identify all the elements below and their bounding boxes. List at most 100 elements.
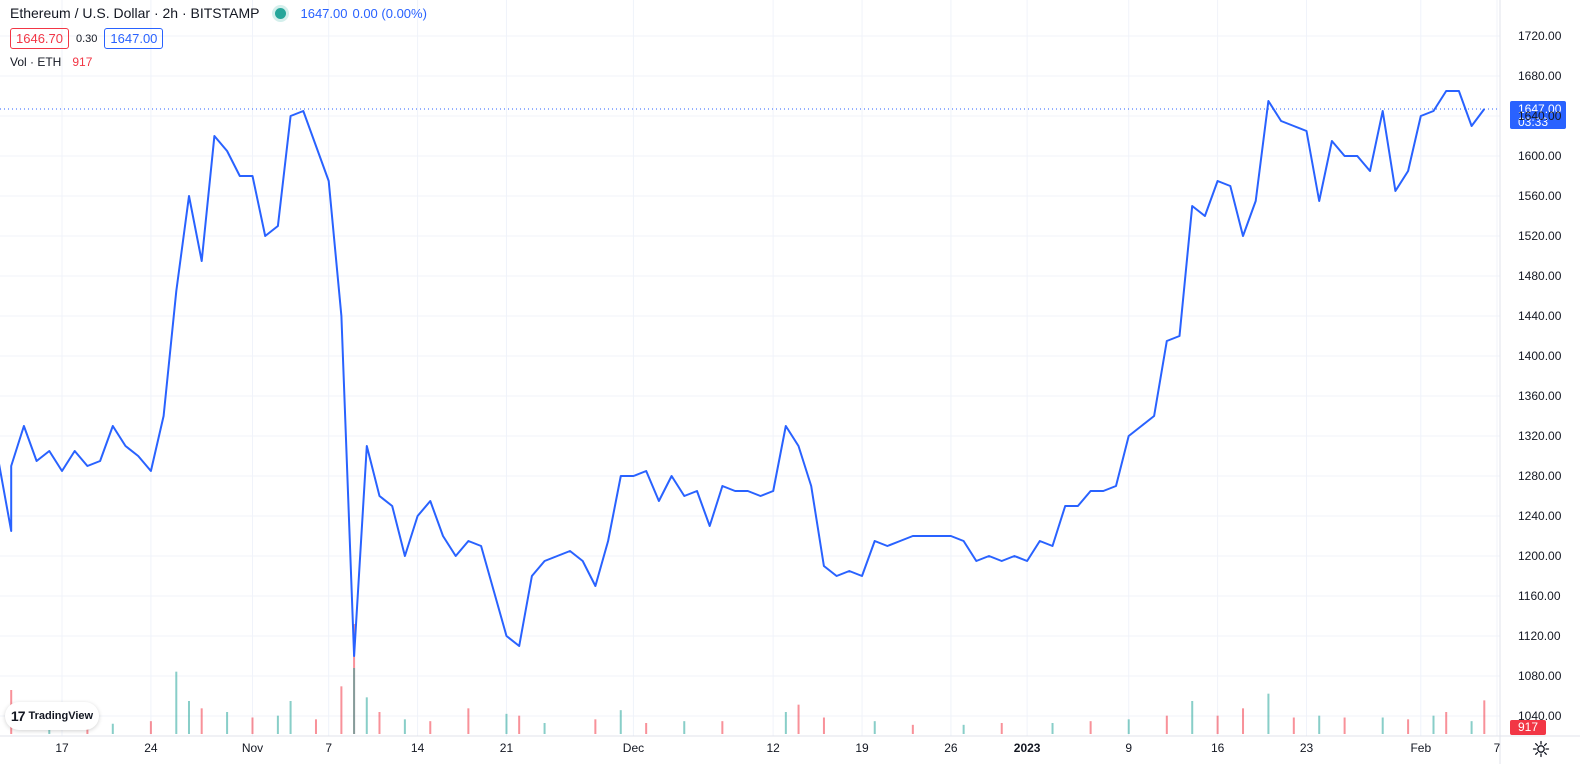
y-tick-label: 1360.00: [1518, 389, 1562, 403]
buy-price-button[interactable]: 1647.00: [104, 28, 164, 49]
volume-bar: [645, 723, 648, 734]
volume-bar: [518, 715, 521, 734]
x-tick-label: 24: [144, 741, 158, 755]
symbol-title[interactable]: Ethereum / U.S. Dollar · 2h · BITSTAMP: [10, 5, 260, 21]
volume-label[interactable]: Vol · ETH: [10, 55, 62, 69]
volume-bar: [873, 721, 876, 734]
volume-bar: [1242, 708, 1245, 734]
x-tick-label: 16: [1211, 741, 1225, 755]
last-price: 1647.00: [300, 5, 348, 21]
gear-icon[interactable]: [1531, 739, 1551, 759]
volume-bar: [1470, 721, 1473, 734]
y-tick-label: 1200.00: [1518, 549, 1562, 563]
volume-bar: [1267, 693, 1270, 734]
x-tick-label: Nov: [242, 741, 263, 755]
x-tick-label: 7: [325, 741, 332, 755]
volume-bar: [962, 724, 965, 734]
volume-bars: [10, 624, 1486, 734]
volume-bar: [721, 721, 724, 734]
x-tick-label: Dec: [623, 741, 644, 755]
volume-bar: [1318, 715, 1321, 734]
y-tick-label: 1400.00: [1518, 349, 1562, 363]
volume-bar: [467, 708, 470, 734]
volume-bar: [797, 704, 800, 734]
x-tick-label: 9: [1125, 741, 1132, 755]
y-tick-label: 1720.00: [1518, 29, 1562, 43]
legend-quote-row: 1646.70 0.30 1647.00: [10, 28, 164, 49]
volume-bar: [314, 719, 317, 734]
y-tick-label: 1520.00: [1518, 229, 1562, 243]
volume-bar: [378, 712, 381, 734]
volume-bar: [365, 697, 368, 734]
legend-volume-row: Vol · ETH 917: [10, 55, 92, 69]
volume-bar: [1445, 712, 1448, 734]
sell-price-button[interactable]: 1646.70: [10, 28, 69, 49]
x-tick-label: 19: [855, 741, 869, 755]
volume-tag: [1510, 720, 1546, 735]
x-tick-label: 12: [766, 741, 780, 755]
market-status-icon[interactable]: [275, 7, 287, 19]
countdown-label: 03:33: [1518, 115, 1548, 129]
volume-bar: [784, 712, 787, 734]
price-series: [0, 90, 1486, 657]
x-tick-label: 26: [944, 741, 958, 755]
x-tick-label: 21: [500, 741, 514, 755]
y-tick-label: 1680.00: [1518, 69, 1562, 83]
y-tick-label: 1560.00: [1518, 189, 1562, 203]
x-tick-label: 23: [1300, 741, 1314, 755]
volume-bar: [683, 721, 686, 734]
y-tick-label: 1320.00: [1518, 429, 1562, 443]
y-tick-label: 1480.00: [1518, 269, 1562, 283]
volume-bar: [1483, 700, 1486, 734]
volume-bar: [353, 668, 356, 734]
y-tick-label: 1640.00: [1518, 109, 1562, 123]
volume-bar: [403, 719, 406, 734]
y-tick-label: 1160.00: [1518, 589, 1561, 603]
volume-bar: [429, 721, 432, 734]
volume-bar: [1216, 715, 1219, 734]
volume-bar: [1343, 717, 1346, 734]
y-tick-label: 1600.00: [1518, 149, 1562, 163]
volume-bar: [1000, 723, 1003, 734]
y-tick-label: 1240.00: [1518, 509, 1562, 523]
volume-bar: [289, 701, 292, 734]
volume-bar: [1407, 719, 1410, 734]
tradingview-logo[interactable]: 17 TradingView: [5, 702, 99, 730]
chart-grid: [0, 0, 1500, 736]
volume-bar: [1381, 717, 1384, 734]
volume-bar: [340, 686, 343, 734]
volume-bar: [505, 713, 508, 734]
volume-bar: [543, 723, 546, 734]
volume-bar: [226, 712, 229, 734]
volume-bar: [1432, 715, 1435, 734]
volume-bar: [1292, 717, 1295, 734]
x-tick-label: 17: [55, 741, 69, 755]
volume-bar: [1191, 701, 1194, 734]
volume-bar: [619, 710, 622, 734]
x-tick-label: 14: [411, 741, 425, 755]
y-tick-label: 1120.00: [1518, 629, 1561, 643]
volume-bar: [1165, 715, 1168, 734]
price-line[interactable]: [0, 90, 1486, 657]
tradingview-logo-text: TradingView: [28, 710, 94, 722]
volume-bar: [149, 721, 152, 734]
volume-bar: [175, 671, 178, 734]
volume-bar: [187, 701, 190, 734]
current-price-tag: [1510, 101, 1566, 129]
volume-bar: [1051, 723, 1054, 734]
legend-title-row: Ethereum / U.S. Dollar · 2h · BITSTAMP 1…: [10, 5, 427, 21]
volume-tag-value: 917: [1518, 720, 1538, 734]
y-tick-label: 1040.00: [1518, 709, 1562, 723]
x-tick-label: Feb: [1410, 741, 1431, 755]
volume-bar: [822, 717, 825, 734]
y-tick-label: 1080.00: [1518, 669, 1562, 683]
x-tick-label: 2023: [1014, 741, 1041, 755]
volume-bar: [911, 724, 914, 734]
spread-value: 0.30: [76, 32, 98, 45]
volume-bar: [276, 715, 279, 734]
volume-bar: [1127, 719, 1130, 734]
volume-bar: [251, 717, 254, 734]
